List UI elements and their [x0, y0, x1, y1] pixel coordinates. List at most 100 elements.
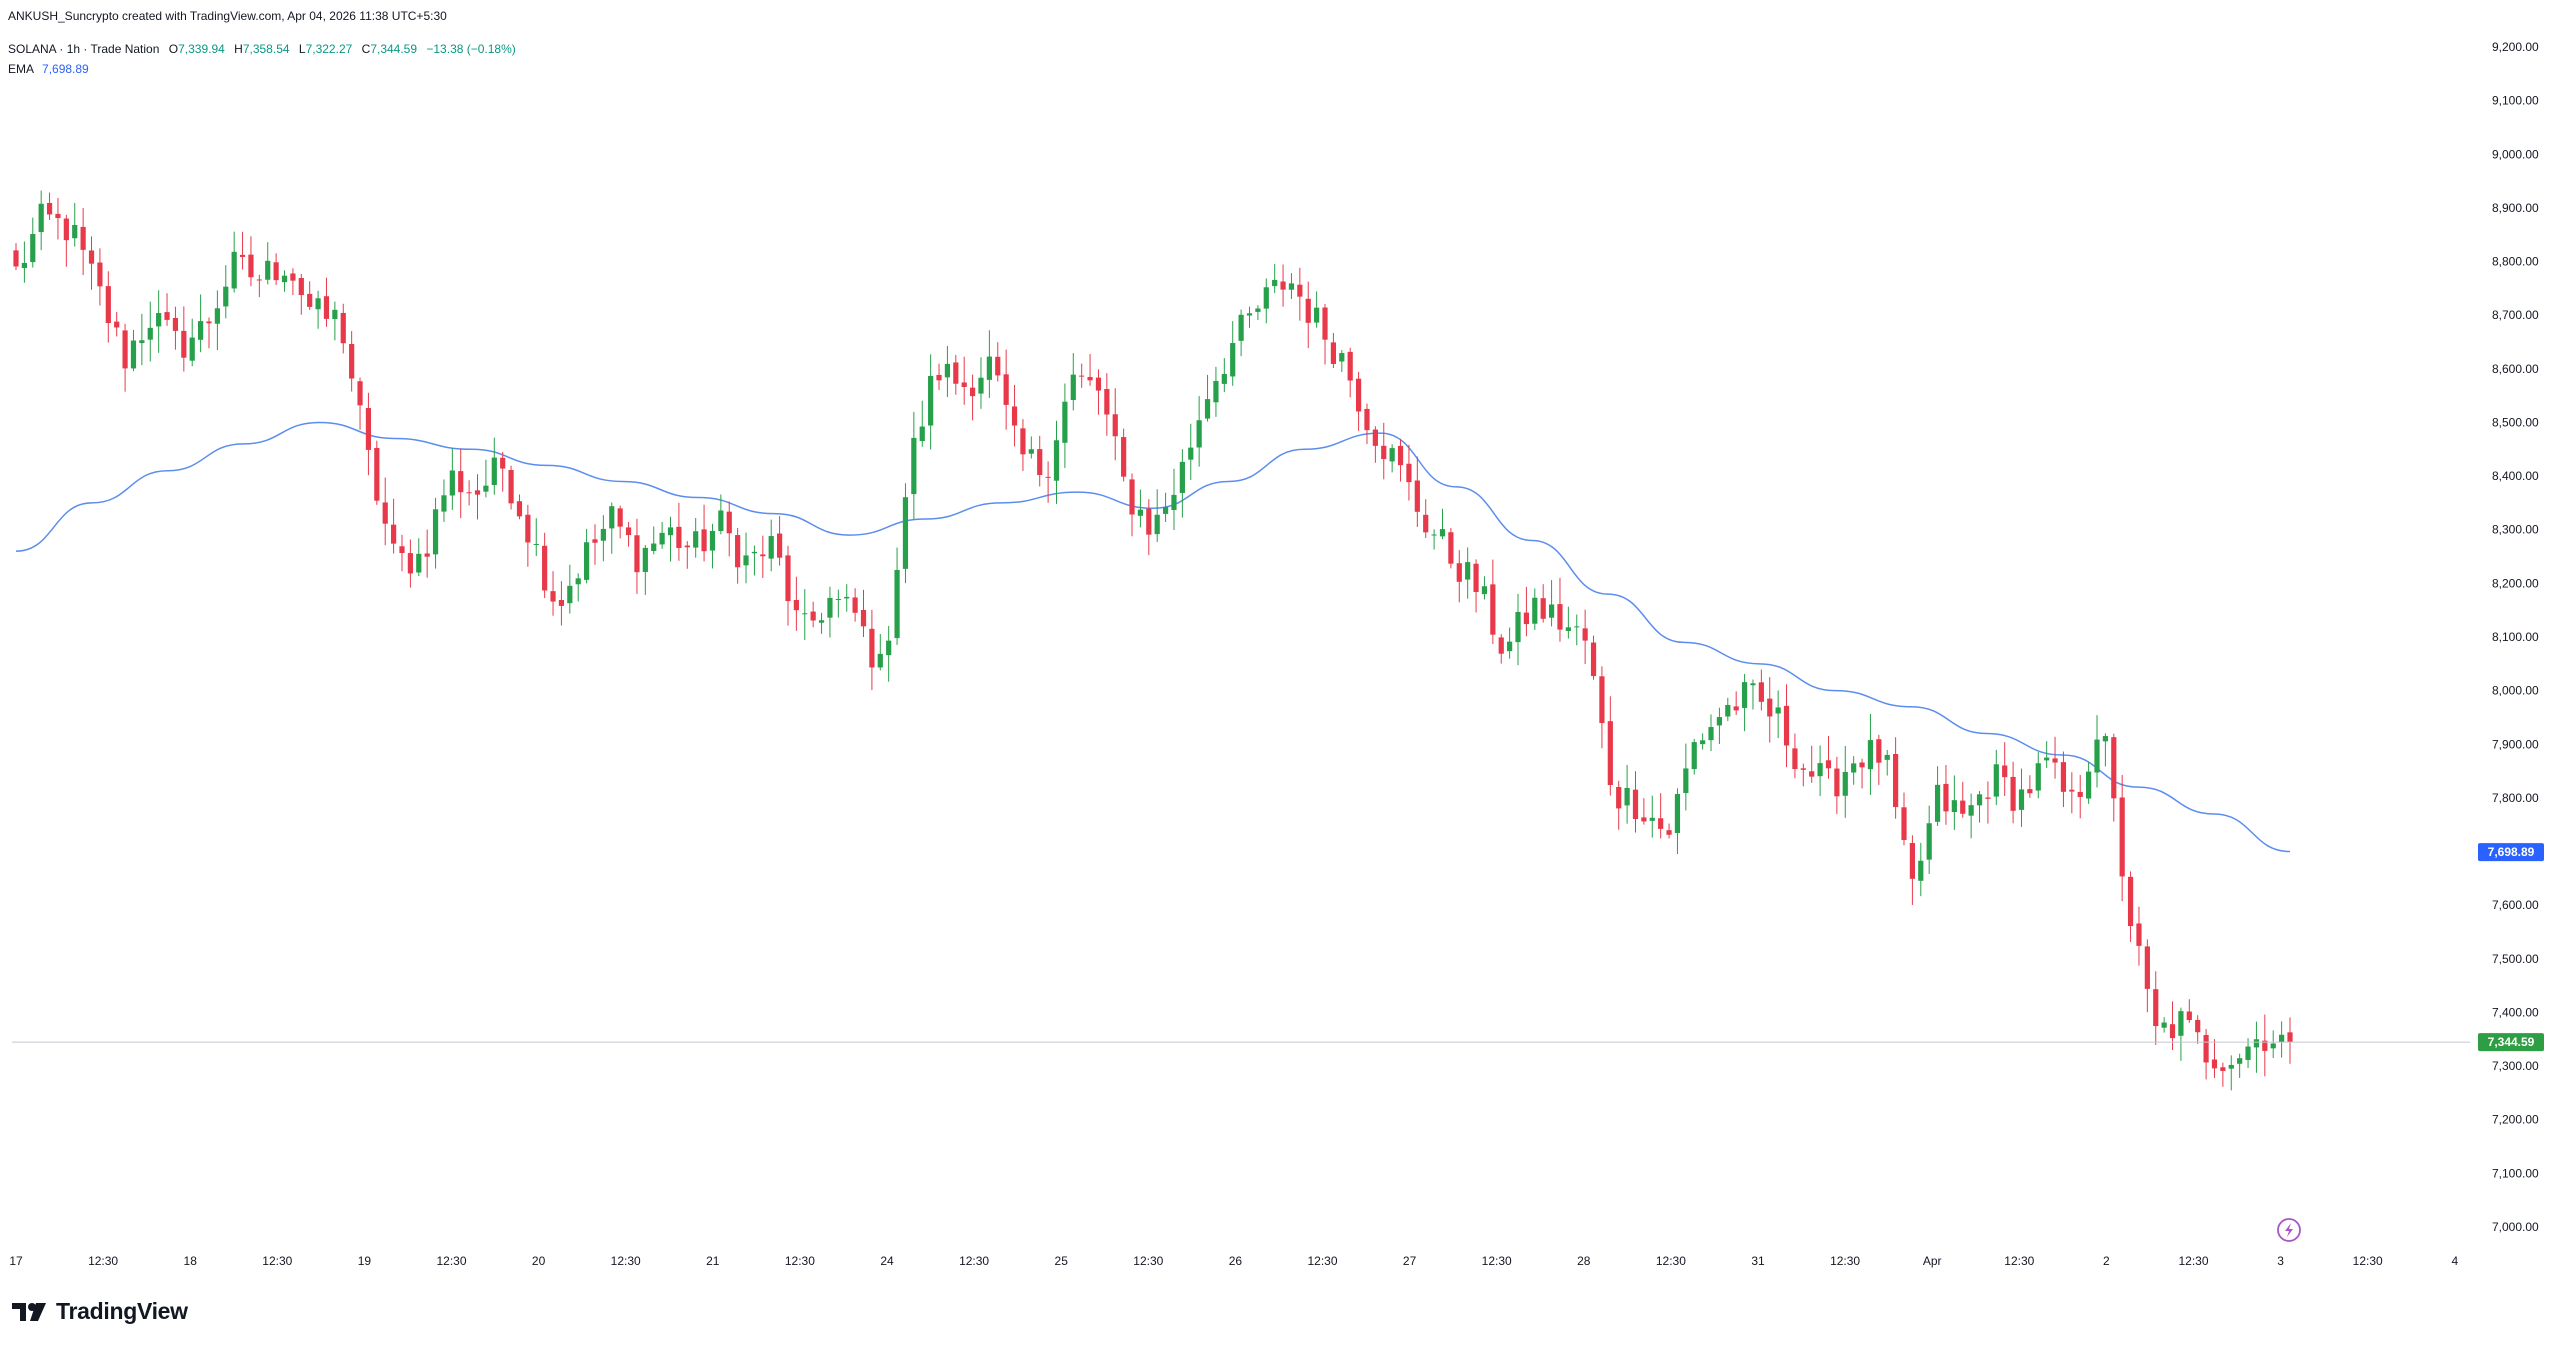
y-tick-label: 7,600.00: [2492, 898, 2539, 912]
candle-body: [785, 555, 791, 602]
candle-body: [1901, 807, 1907, 841]
candle-body: [2060, 762, 2067, 792]
y-tick-label: 8,800.00: [2492, 255, 2539, 269]
candle-body: [357, 381, 363, 406]
candle-body: [1708, 727, 1714, 741]
candle-body: [961, 382, 967, 387]
symbol-legend[interactable]: SOLANA · 1h · Trade Nation O7,339.94 H7,…: [8, 42, 516, 56]
candle-body: [709, 530, 716, 551]
candle-body: [2228, 1064, 2234, 1069]
candle-body: [2153, 989, 2159, 1027]
y-tick-label: 8,100.00: [2492, 630, 2539, 644]
candle-body: [1616, 787, 1622, 809]
y-tick-label: 7,000.00: [2492, 1220, 2539, 1234]
candle-body: [114, 321, 120, 328]
candle-body: [953, 362, 959, 384]
candle-body: [407, 553, 413, 574]
x-tick-label: 12:30: [1307, 1254, 1337, 1268]
x-tick-label: 12:30: [2178, 1254, 2208, 1268]
price-axis[interactable]: 9,200.00 9,100.00 9,000.00 8,900.00 8,800.00…: [2492, 40, 2539, 1234]
candle-body: [315, 298, 321, 310]
candle-body: [1154, 514, 1160, 535]
candle-body: [38, 203, 44, 233]
candle-body: [1607, 721, 1613, 786]
candles-series: [13, 190, 2293, 1091]
candle-body: [1305, 298, 1311, 323]
y-tick-label: 8,700.00: [2492, 308, 2539, 322]
candle-body: [1389, 448, 1395, 462]
candle-body: [483, 485, 489, 492]
candle-body: [1876, 739, 1882, 763]
time-axis[interactable]: 17 12:30 18 12:30 19 12:30 20 12:30 21 12:30 24 12:…: [9, 1254, 2458, 1268]
lightning-icon[interactable]: [2277, 1218, 2301, 1242]
candle-body: [818, 620, 825, 623]
candle-body: [735, 535, 741, 568]
ema-label[interactable]: EMA: [8, 62, 35, 76]
candle-body: [1893, 753, 1899, 808]
candle-body: [743, 555, 749, 566]
svg-text:7,344.59: 7,344.59: [2488, 1035, 2535, 1049]
candle-body: [1674, 794, 1681, 834]
candle-body: [1431, 534, 1437, 536]
candle-body: [2161, 1022, 2167, 1028]
candle-body: [869, 628, 875, 668]
candle-body: [1590, 642, 1597, 677]
candle-body: [2186, 1011, 2192, 1021]
candle-body: [122, 330, 128, 369]
candle-body: [1011, 406, 1018, 426]
candle-body: [1851, 763, 1857, 773]
candle-body: [886, 640, 892, 656]
candle-body: [340, 312, 346, 344]
candle-body: [2195, 1019, 2201, 1033]
candle-body: [273, 262, 279, 281]
candle-body: [1121, 437, 1127, 477]
x-tick-label: Apr: [1923, 1254, 1942, 1268]
x-tick-label: 12:30: [2004, 1254, 2034, 1268]
candle-body: [1246, 313, 1253, 316]
candle-body: [533, 544, 539, 546]
candle-body: [206, 321, 212, 324]
candle-body: [642, 547, 648, 572]
candle-body: [609, 506, 615, 529]
candle-body: [1641, 817, 1647, 822]
candle-body: [491, 457, 497, 486]
candle-body: [2211, 1059, 2218, 1069]
candle-body: [1028, 449, 1034, 454]
candle-body: [466, 492, 472, 494]
y-tick-label: 9,200.00: [2492, 40, 2539, 54]
x-tick-label: 20: [532, 1254, 546, 1268]
candle-body: [1330, 342, 1337, 364]
x-tick-label: 12:30: [262, 1254, 292, 1268]
high-label: H: [234, 42, 243, 56]
candle-body: [130, 340, 137, 369]
candle-body: [2287, 1032, 2293, 1043]
candle-body: [1381, 445, 1387, 460]
candle-body: [265, 260, 271, 280]
candle-body: [525, 514, 531, 543]
y-tick-label: 8,300.00: [2492, 523, 2539, 537]
x-tick-label: 26: [1229, 1254, 1243, 1268]
candle-body: [1960, 800, 1966, 814]
candle-body: [1834, 768, 1840, 797]
ema-legend[interactable]: EMA 7,698.89: [8, 62, 89, 76]
candle-body: [1985, 797, 1991, 799]
candle-body: [542, 545, 548, 591]
candle-body: [1473, 563, 1479, 593]
candle-body: [1926, 823, 1932, 860]
tradingview-logo-text: TradingView: [56, 1298, 188, 1324]
y-tick-label: 8,200.00: [2492, 576, 2539, 590]
candle-body: [1741, 682, 1748, 708]
candle-body: [1406, 463, 1412, 483]
candle-body: [751, 551, 758, 554]
symbol-label[interactable]: SOLANA · 1h · Trade Nation: [8, 42, 160, 56]
candle-body: [1288, 283, 1295, 290]
candle-body: [835, 599, 841, 601]
candle-body: [2279, 1034, 2285, 1042]
candle-body: [1423, 514, 1429, 533]
candle-body: [1045, 476, 1051, 478]
candle-body: [1314, 307, 1320, 323]
candle-body: [223, 286, 229, 307]
candle-body: [1557, 604, 1563, 630]
tradingview-logo[interactable]: TradingView: [12, 1298, 188, 1325]
